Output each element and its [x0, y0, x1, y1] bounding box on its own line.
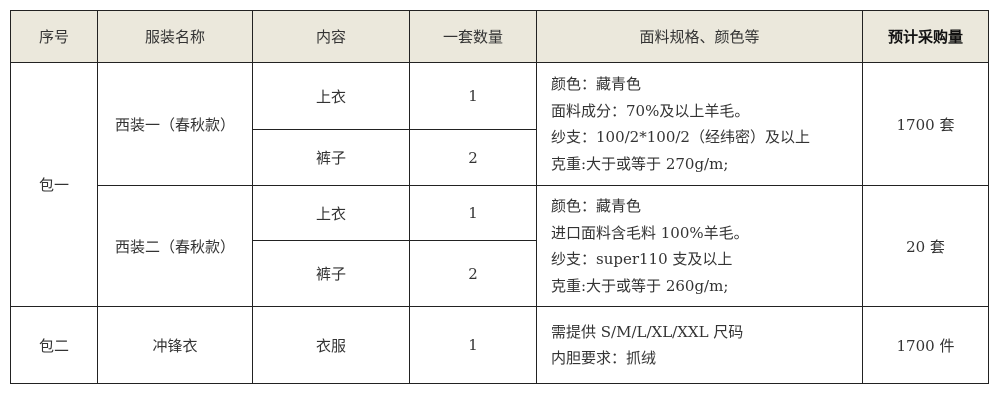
header-row: 序号 服装名称 内容 一套数量 面料规格、颜色等 预计采购量	[10, 10, 989, 63]
qty-cell: 2	[409, 240, 537, 307]
header-content: 内容	[252, 10, 410, 63]
amount-cell: 1700 件	[862, 306, 989, 384]
table-row: 包二 冲锋衣 衣服 1 需提供 S/M/L/XL/XXL 尺码 内胆要求：抓绒 …	[10, 306, 989, 384]
spec-cell: 需提供 S/M/L/XL/XXL 尺码 内胆要求：抓绒	[536, 306, 863, 384]
procurement-table: 序号 服装名称 内容 一套数量 面料规格、颜色等 预计采购量 包一 西装一（春秋…	[10, 10, 989, 384]
qty-cell: 1	[409, 62, 537, 130]
garment-name: 西装一（春秋款）	[97, 62, 253, 186]
header-index: 序号	[10, 10, 98, 63]
qty-cell: 1	[409, 306, 537, 384]
spec-cell: 颜色：藏青色 进口面料含毛料 100%羊毛。 纱支：super110 支及以上 …	[536, 185, 863, 307]
table-row: 裤子 2	[11, 129, 989, 186]
package-label: 包二	[10, 306, 98, 384]
amount-cell: 1700 套	[862, 62, 989, 186]
header-spec: 面料规格、颜色等	[536, 10, 863, 63]
spec-line: 纱支：100/2*100/2（经纬密）及以上	[551, 128, 810, 146]
table-row: 包一 西装一（春秋款） 上衣 1 颜色：藏青色 面料成分：70%及以上羊毛。 纱…	[10, 62, 989, 307]
header-garment-name: 服装名称	[97, 10, 253, 63]
qty-cell: 2	[409, 129, 537, 186]
table-row: 裤子 2	[11, 240, 989, 307]
spec-line: 克重:大于或等于 260g/m;	[551, 276, 729, 295]
header-set-qty: 一套数量	[409, 10, 537, 63]
package-label: 包一	[10, 62, 98, 307]
garment-name: 西装二（春秋款）	[97, 185, 253, 307]
spec-line: 面料成分：70%及以上羊毛。	[551, 101, 750, 120]
spec-line: 内胆要求：抓绒	[551, 349, 657, 367]
spec-line: 克重:大于或等于 270g/m;	[551, 154, 729, 173]
spec-line: 需提供 S/M/L/XL/XXL 尺码	[551, 322, 744, 341]
qty-cell: 1	[409, 185, 537, 241]
content-cell: 上衣	[252, 185, 410, 241]
garment-name: 冲锋衣	[97, 306, 253, 384]
content-cell: 裤子	[252, 240, 410, 307]
header-amount: 预计采购量	[862, 10, 989, 63]
content-cell: 上衣	[252, 62, 410, 130]
table-row: 西装二（春秋款） 上衣 1 颜色：藏青色 进口面料含毛料 100%羊毛。 纱支：…	[11, 185, 989, 307]
spec-cell: 颜色：藏青色 面料成分：70%及以上羊毛。 纱支：100/2*100/2（经纬密…	[536, 62, 863, 186]
content-cell: 裤子	[252, 129, 410, 186]
spec-line: 进口面料含毛料 100%羊毛。	[551, 223, 749, 242]
spec-line: 颜色：藏青色	[551, 75, 642, 93]
content-cell: 衣服	[252, 306, 410, 384]
spec-line: 颜色：藏青色	[551, 197, 642, 215]
amount-cell: 20 套	[862, 185, 989, 307]
spec-line: 纱支：super110 支及以上	[551, 250, 733, 268]
